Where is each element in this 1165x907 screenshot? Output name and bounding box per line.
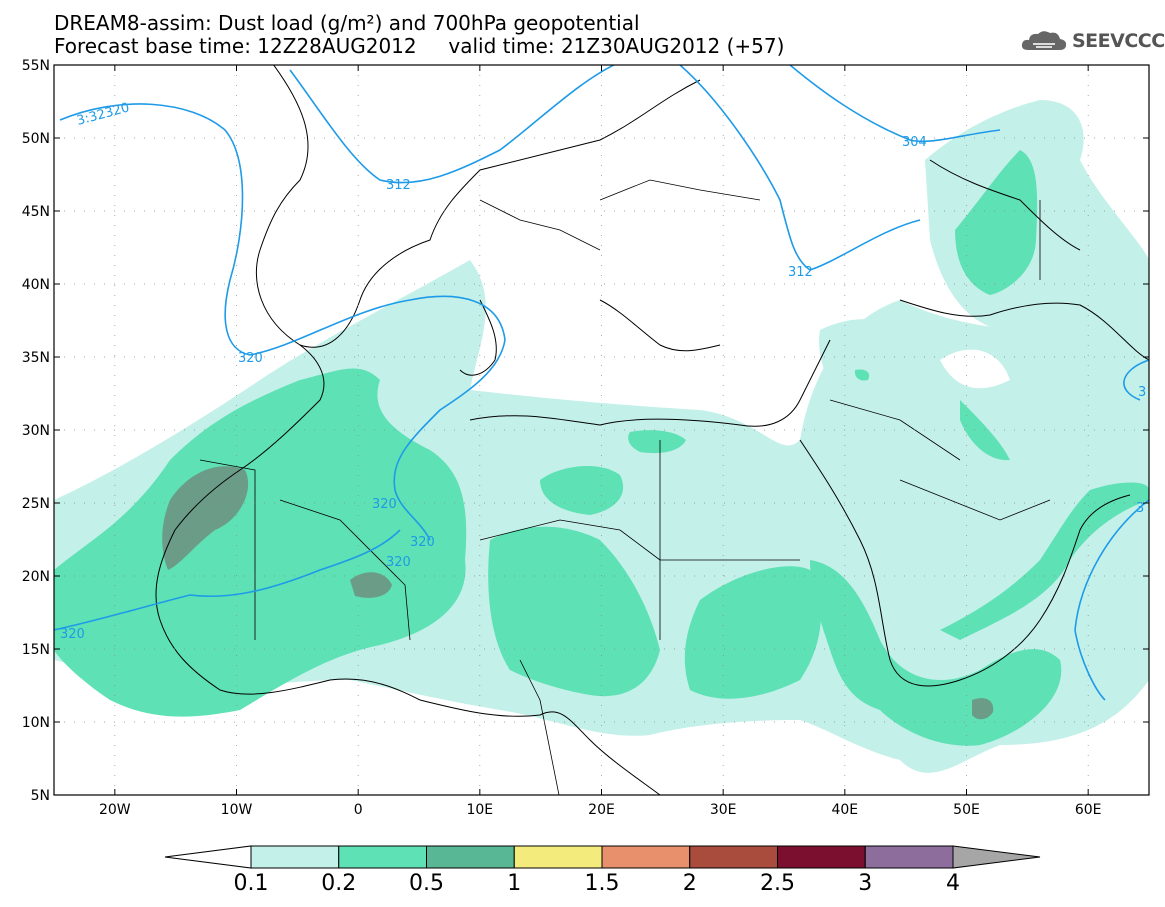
lon-label: 40E: [831, 802, 858, 818]
dust-shade-mid: [54, 150, 1149, 746]
colorbar-upper-arrow: [952, 845, 1041, 869]
contour-label: 3: [1136, 501, 1144, 516]
contour-label: 320: [386, 555, 411, 570]
contour-label: 3: [1138, 385, 1146, 400]
contour-label: 312: [788, 265, 813, 280]
lat-label: 30N: [22, 423, 50, 439]
contour-label: 304: [902, 135, 927, 150]
contour-label: 320: [372, 497, 397, 512]
title-line-2: Forecast base time: 12Z28AUG2012 valid t…: [54, 34, 785, 58]
lat-label: 5N: [31, 788, 50, 804]
colorbar-label: 1.5: [584, 871, 620, 896]
colorbar-segment: [777, 845, 866, 869]
lat-label: 25N: [22, 496, 50, 512]
lat-label: 15N: [22, 642, 50, 658]
lon-label: 10W: [221, 802, 253, 818]
dust-shade-high: [162, 466, 994, 720]
colorbar-label: 3: [858, 871, 873, 896]
contour-label: 320: [410, 535, 435, 550]
contour-label: 320: [60, 627, 85, 642]
contour-label: 312: [386, 178, 411, 193]
colorbar-lower-arrow: [164, 845, 252, 869]
lat-label: 35N: [22, 350, 50, 366]
lon-label: 20W: [99, 802, 131, 818]
colorbar-label: 1: [507, 871, 522, 896]
longitude-labels: 20W 10W 0 10E 20E 30E 40E 50E 60E: [99, 802, 1102, 818]
colorbar-label: 2.5: [760, 871, 795, 896]
colorbar-label: 4: [946, 871, 960, 896]
colorbar-label: 0.1: [233, 871, 269, 896]
colorbar: [164, 845, 1041, 869]
seevccc-logo: SEEVCCC: [1020, 28, 1165, 54]
lat-label: 50N: [22, 131, 50, 147]
lat-label: 45N: [22, 204, 50, 220]
colorbar-label: 2: [682, 871, 697, 896]
colorbar-segment: [250, 845, 340, 869]
logo-text: SEEVCCC: [1072, 30, 1165, 52]
lon-label: 20E: [588, 802, 615, 818]
lat-label: 20N: [22, 569, 50, 585]
title-line-1: DREAM8-assim: Dust load (g/m²) and 700hP…: [54, 11, 640, 35]
dust-gaps: [480, 349, 1030, 560]
colorbar-segment: [601, 845, 691, 869]
lon-label: 30E: [710, 802, 737, 818]
lat-label: 10N: [22, 715, 50, 731]
lat-label: 55N: [22, 58, 50, 74]
geopotential-contours: [54, 65, 1149, 701]
lon-label: 60E: [1075, 802, 1102, 818]
lon-label: 50E: [953, 802, 980, 818]
country-borders: [199, 179, 1051, 795]
contour-label: 320: [238, 351, 263, 366]
colorbar-label: 0.2: [321, 871, 357, 896]
map-field: 3:32320 312 304 312 320 320 320 320 320 …: [54, 65, 1149, 795]
coastlines: [155, 65, 1149, 795]
lon-label: 0: [354, 802, 363, 818]
lon-label: 10E: [466, 802, 493, 818]
colorbar-segment: [513, 845, 603, 869]
colorbar-segment: [864, 845, 954, 869]
axis-ticks: [54, 64, 1149, 796]
lat-label: 40N: [22, 277, 50, 293]
colorbar-segment: [426, 845, 515, 869]
colorbar-segment: [338, 845, 427, 869]
cloud-logo-icon: [1021, 31, 1067, 50]
colorbar-segment: [689, 845, 778, 869]
latitude-labels: 55N 50N 45N 40N 35N 30N 25N 20N 15N 10N 5N: [22, 58, 50, 804]
colorbar-label: 0.5: [409, 871, 444, 896]
